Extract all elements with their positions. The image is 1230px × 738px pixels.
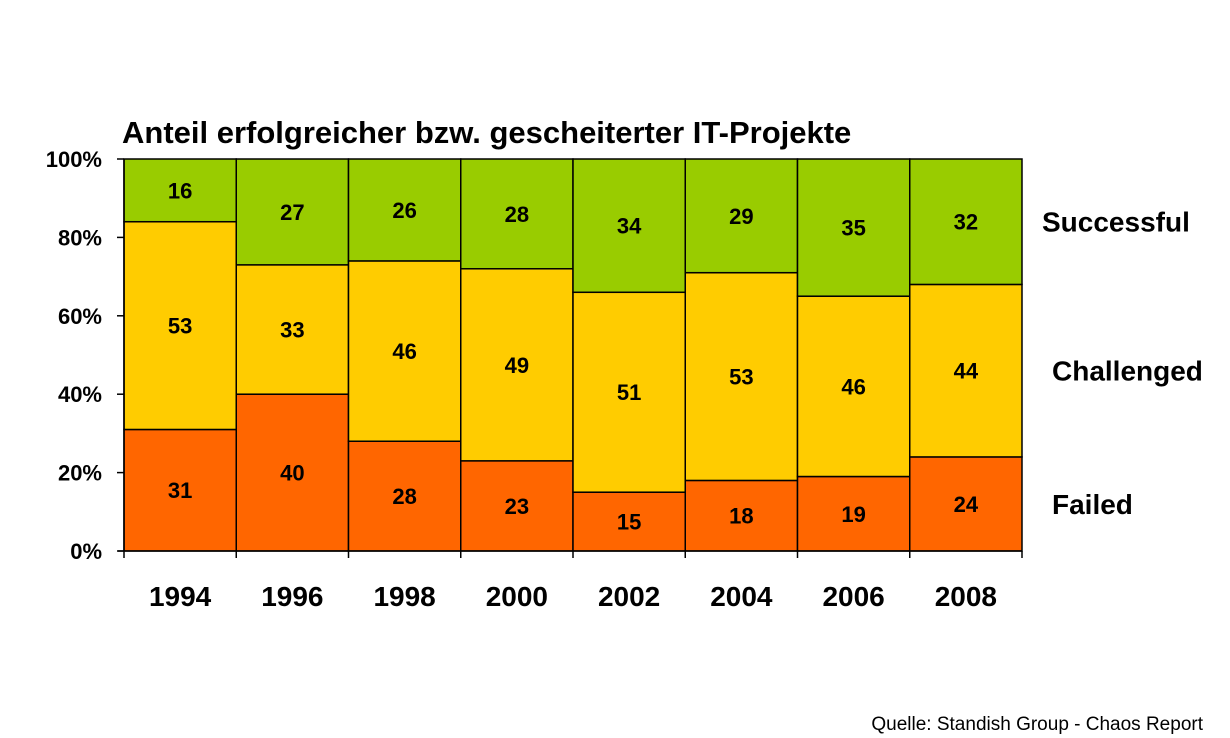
source-note: Quelle: Standish Group - Chaos Report <box>871 714 1203 735</box>
bar-segment-successful-2004 <box>684 158 799 274</box>
bar-segment-successful-1996 <box>235 158 350 266</box>
data-label-failed-1996: 40 <box>280 461 304 486</box>
series-label-failed: Failed <box>1052 489 1133 520</box>
bar-segment-successful-1994 <box>123 158 237 223</box>
data-label-challenged-1996: 33 <box>280 318 304 343</box>
data-label-successful-2008: 32 <box>954 210 978 235</box>
bar-segment-failed-1994 <box>123 428 237 552</box>
y-tick-label: 80% <box>58 225 102 250</box>
bar-segment-challenged-2006 <box>796 295 911 478</box>
data-label-successful-2004: 29 <box>729 204 753 229</box>
series-label-challenged: Challenged <box>1052 356 1203 387</box>
y-tick-label: 60% <box>58 304 102 329</box>
x-tick-label-2004: 2004 <box>710 581 773 612</box>
y-tick-label: 100% <box>46 147 102 172</box>
x-tick-label-1996: 1996 <box>261 581 323 612</box>
data-label-challenged-1998: 46 <box>392 339 416 364</box>
data-label-successful-2006: 35 <box>841 216 865 241</box>
bar-segment-challenged-1996 <box>235 264 350 395</box>
bar-segment-challenged-2004 <box>684 271 799 482</box>
data-label-failed-2008: 24 <box>954 492 979 517</box>
bar-segment-successful-1998 <box>347 158 462 262</box>
series-labels-group: Failed Challenged Successful <box>1042 207 1203 520</box>
bar-segment-successful-2000 <box>460 158 574 270</box>
x-tick-label-2006: 2006 <box>822 581 884 612</box>
bars-group: 31 53 16 40 33 27 28 46 26 23 49 28 15 51 34 18 53 29 19 46… <box>123 158 1023 552</box>
data-label-failed-2002: 15 <box>617 510 641 535</box>
data-label-successful-1994: 16 <box>168 178 192 203</box>
x-tick-label-1994: 1994 <box>149 581 212 612</box>
data-label-successful-1996: 27 <box>280 200 304 225</box>
y-tick-label: 0% <box>70 539 102 564</box>
bar-segment-challenged-1994 <box>123 220 237 431</box>
y-tick-label: 20% <box>58 461 102 486</box>
bar-segment-failed-2006 <box>796 475 911 552</box>
data-label-challenged-2002: 51 <box>617 380 641 405</box>
bar-segment-challenged-2008 <box>909 283 1023 458</box>
x-tick-label-2000: 2000 <box>486 581 548 612</box>
bar-segment-failed-2004 <box>684 479 799 552</box>
x-tick-label-2008: 2008 <box>935 581 997 612</box>
data-label-failed-1998: 28 <box>392 484 416 509</box>
x-tick-label-2002: 2002 <box>598 581 660 612</box>
y-tick-label: 40% <box>58 382 102 407</box>
data-label-challenged-2008: 44 <box>954 359 979 384</box>
bar-segment-successful-2006 <box>796 158 911 297</box>
x-tick-label-1998: 1998 <box>373 581 435 612</box>
data-label-failed-2006: 19 <box>841 502 865 527</box>
data-label-failed-1994: 31 <box>168 478 192 503</box>
chart-title: Anteil erfolgreicher bzw. gescheiterter … <box>122 115 851 150</box>
data-label-successful-1998: 26 <box>392 198 416 223</box>
axes-group: 0% 20% 40% 60% 80% 100% 1994 1996 1998 2000 2002 20… <box>46 147 1023 612</box>
bar-segment-failed-1996 <box>235 393 350 552</box>
data-label-successful-2002: 34 <box>617 214 642 239</box>
data-label-successful-2000: 28 <box>505 202 529 227</box>
data-label-challenged-1994: 53 <box>168 314 192 339</box>
data-label-challenged-2006: 46 <box>841 374 865 399</box>
data-label-challenged-2004: 53 <box>729 365 753 390</box>
bar-segment-challenged-1998 <box>347 260 462 442</box>
bar-segment-failed-2000 <box>460 460 574 552</box>
bar-segment-successful-2008 <box>909 158 1023 286</box>
data-label-challenged-2000: 49 <box>505 353 529 378</box>
data-label-failed-2004: 18 <box>729 504 753 529</box>
data-label-failed-2000: 23 <box>505 494 529 519</box>
series-label-successful: Successful <box>1042 207 1190 238</box>
